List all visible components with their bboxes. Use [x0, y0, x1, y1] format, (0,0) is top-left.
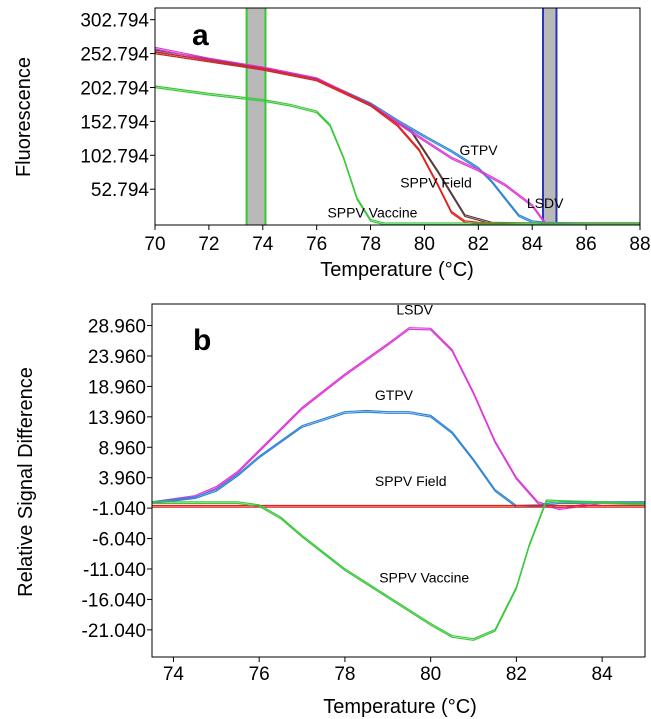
y-tick-label: 23.960 — [88, 347, 146, 368]
panel-label: a — [192, 19, 209, 52]
series-label-lsdv: LSDV — [396, 301, 433, 317]
series-line-gtpv — [154, 53, 640, 226]
y-tick-label: 152.794 — [80, 112, 149, 133]
x-tick-label: 70 — [144, 234, 165, 255]
y-tick-label: -1.040 — [92, 499, 146, 520]
y-tick-label: 252.794 — [80, 45, 149, 66]
y-tick-label: 102.794 — [80, 146, 149, 167]
y-tick-label: -16.040 — [82, 590, 146, 611]
series-annotations: LSDV GTPV SPPV Field SPPV Vaccine — [375, 301, 470, 585]
x-tick-label: 82 — [468, 234, 489, 255]
marker-regions — [245, 8, 558, 225]
y-tick-label: -11.040 — [83, 560, 146, 581]
x-tick-label: 84 — [592, 664, 614, 685]
series-line-lsdv — [151, 327, 645, 509]
axis-ticks: 74 76 78 80 82 84 28.960 23.960 18.960 13.960 8.96… — [82, 317, 614, 685]
x-tick-label: 86 — [576, 234, 597, 255]
series-label-sppv-field: SPPV Field — [375, 473, 447, 489]
series-label-gtpv: GTPV — [375, 387, 414, 403]
series-label-sppv-vaccine: SPPV Vaccine — [379, 570, 469, 586]
y-tick-label: 202.794 — [80, 78, 149, 99]
series-line-sppv-vaccine — [154, 85, 640, 224]
x-tick-label: 80 — [420, 664, 441, 685]
y-tick-label: 13.960 — [88, 408, 146, 429]
x-tick-label: 74 — [252, 234, 274, 255]
x-axis-title: Temperature (°C) — [320, 259, 474, 281]
axis-ticks: 70 72 74 76 78 80 82 84 86 88 52.794 102.794 152.794… — [80, 11, 650, 255]
x-tick-label: 80 — [414, 234, 435, 255]
y-tick-label: 28.960 — [88, 317, 146, 338]
y-tick-label: 8.960 — [98, 438, 146, 459]
series-line-sppv-field — [154, 51, 640, 224]
series-label-lsdv: LSDV — [527, 195, 564, 211]
panel-b: 74 76 78 80 82 84 28.960 23.960 18.960 13.960 8.96… — [15, 301, 646, 718]
plot-lines — [151, 327, 646, 641]
series-line-lsdv — [154, 48, 640, 226]
plot-frame — [151, 303, 646, 658]
x-tick-label: 78 — [360, 234, 381, 255]
y-tick-label: -6.040 — [92, 530, 146, 551]
y-axis-title: Fluorescence — [13, 57, 35, 177]
y-tick-label: 302.794 — [80, 11, 149, 32]
x-tick-label: 72 — [198, 234, 219, 255]
plot-frame — [154, 7, 641, 226]
series-line-gtpv — [151, 411, 645, 508]
x-tick-label: 84 — [522, 234, 544, 255]
x-tick-label: 74 — [163, 664, 185, 685]
marker-region — [246, 8, 266, 225]
y-tick-label: -21.040 — [82, 621, 146, 642]
series-line-gtpv — [154, 51, 640, 224]
series-line-replicate — [154, 51, 640, 226]
x-tick-label: 78 — [334, 664, 355, 685]
panel-a: 70 72 74 76 78 80 82 84 86 88 52.794 102.794 152.794… — [13, 7, 651, 281]
series-label-sppv-field: SPPV Field — [400, 175, 472, 191]
x-tick-label: 82 — [506, 664, 527, 685]
y-tick-label: 3.960 — [98, 469, 146, 490]
x-axis-title: Temperature (°C) — [323, 696, 477, 718]
series-line-replicate — [154, 49, 640, 224]
series-label-sppv-vaccine: SPPV Vaccine — [327, 205, 417, 221]
series-line-gtpv — [151, 409, 645, 507]
series-line-sppv-vaccine — [152, 501, 646, 641]
series-line-sppv-vaccine — [152, 499, 646, 640]
y-tick-label: 18.960 — [88, 377, 146, 398]
y-tick-label: 52.794 — [91, 180, 150, 201]
y-axis-title: Relative Signal Difference — [15, 367, 37, 597]
series-annotations: GTPV SPPV Field LSDV SPPV Vaccine — [327, 142, 564, 220]
series-line-lsdv — [154, 46, 640, 224]
marker-region — [543, 8, 557, 225]
series-line-sppv-field — [154, 53, 640, 226]
x-tick-label: 76 — [306, 234, 327, 255]
x-tick-label: 76 — [249, 664, 270, 685]
plot-lines — [154, 46, 640, 226]
series-label-gtpv: GTPV — [459, 142, 498, 158]
x-tick-label: 88 — [629, 234, 650, 255]
panel-label: b — [193, 324, 211, 357]
